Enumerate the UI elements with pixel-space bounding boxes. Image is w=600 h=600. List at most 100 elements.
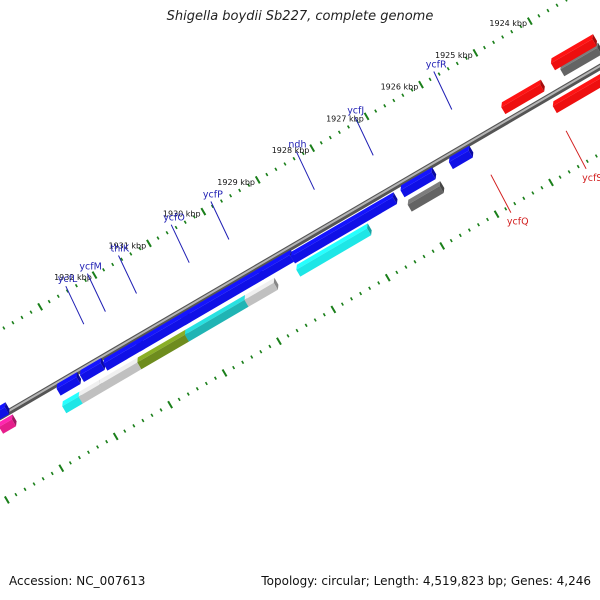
ruler-outer-tick: [83, 278, 87, 283]
gene-feature-side: [392, 192, 398, 204]
ruler-inner-tick: [340, 302, 344, 306]
ruler-inner-tick: [32, 482, 36, 486]
ruler-inner-tick: [513, 201, 517, 206]
ruler-inner-tick: [23, 487, 27, 492]
ruler-inner-tick: [276, 337, 282, 346]
ruler-outer-tick: [91, 271, 98, 280]
ruler-inner-tick: [384, 273, 391, 282]
ruler-outer-tick: [537, 14, 541, 18]
ruler-outer-tick: [29, 310, 33, 314]
ruler-inner-tick: [504, 207, 508, 211]
gene-feature-top: [181, 267, 261, 319]
gene-feature: [560, 47, 600, 77]
gene-feature-side: [273, 277, 279, 290]
scale-label: 1929 kbp: [217, 178, 255, 187]
gene-feature-side: [540, 79, 545, 92]
ruler-outer-tick: [174, 225, 178, 230]
gene-feature-top: [136, 309, 188, 345]
gene-feature-top: [0, 402, 6, 411]
gene-leader-line: [86, 273, 106, 312]
ruler-outer-tick: [183, 220, 187, 224]
ruler-inner-tick: [431, 249, 435, 254]
scale-label: 1925 kbp: [435, 51, 473, 60]
gene-feature-top: [407, 181, 441, 205]
ruler-outer-tick: [37, 302, 44, 311]
ruler-inner-tick: [241, 360, 245, 365]
ruler-outer-tick: [192, 215, 196, 219]
gene-label: ndh: [288, 140, 306, 151]
gene-feature: [99, 362, 142, 392]
ruler-outer-tick: [74, 283, 78, 288]
ruler-inner-tick: [167, 400, 174, 409]
ruler-inner-tick: [350, 297, 353, 301]
ruler-outer-tick: [301, 151, 305, 156]
gene-feature-top: [103, 337, 142, 364]
ruler-outer-tick: [346, 125, 350, 129]
ruler-inner-tick: [58, 464, 65, 473]
ruler-inner-tick: [404, 265, 408, 269]
ruler-inner-tick: [377, 281, 381, 285]
ruler-outer-tick: [229, 193, 233, 198]
scale-label: 1927 kbp: [326, 115, 364, 124]
ruler-outer-tick: [492, 40, 496, 45]
ruler-inner-tick: [159, 408, 163, 412]
ruler-inner-tick: [87, 450, 90, 455]
ruler-inner-tick: [585, 159, 589, 164]
ruler-outer-tick: [565, 0, 568, 2]
ruler-inner-tick: [413, 260, 417, 264]
gene-feature-side: [592, 34, 597, 46]
gene-feature-top: [550, 34, 593, 64]
ruler-inner-tick: [522, 196, 526, 201]
ruler-inner-tick: [50, 471, 54, 476]
gene-feature-top: [0, 414, 13, 427]
map-title: Shigella boydii Sb227, complete genome: [166, 9, 434, 24]
scale-label: 1932 kbp: [54, 273, 92, 282]
ruler-outer-tick: [2, 326, 6, 330]
ruler-outer-tick: [254, 175, 261, 184]
ruler-inner-tick: [177, 397, 181, 402]
gene-leader-line: [354, 117, 374, 156]
gene-feature: [291, 197, 397, 264]
gene-feature-top: [79, 358, 102, 376]
gene-feature: [296, 228, 372, 277]
ruler-outer-tick: [428, 77, 432, 82]
gene-label: ycfM: [79, 262, 101, 273]
gene-feature: [137, 334, 189, 370]
ruler-inner-tick: [422, 254, 426, 259]
ruler-outer-tick: [65, 289, 69, 293]
gene-label: ycfL: [58, 274, 78, 285]
gene-feature: [62, 396, 83, 414]
gene-leader-line: [490, 174, 512, 213]
ruler-inner-tick: [259, 349, 263, 354]
ruler-inner-tick: [295, 328, 299, 333]
ruler-inner-tick: [322, 312, 326, 317]
ruler-outer-tick: [56, 294, 60, 299]
gene-feature-top: [244, 277, 275, 300]
ruler-outer-tick: [328, 135, 332, 140]
ruler-inner-tick: [132, 424, 136, 428]
gene-feature-side: [76, 372, 82, 384]
gene-label: ycfQ: [507, 217, 529, 228]
ruler-inner-tick: [77, 455, 81, 460]
ruler-inner-tick: [531, 191, 535, 195]
ruler-inner-tick: [558, 175, 562, 179]
ruler-inner-tick: [540, 185, 544, 190]
ruler-inner-tick: [330, 305, 337, 314]
gene-feature: [400, 172, 436, 198]
ruler-inner-tick: [68, 461, 72, 465]
ruler-outer-tick: [11, 320, 15, 325]
ruler-inner-tick: [476, 222, 480, 227]
ruler-inner-tick: [493, 210, 500, 219]
gene-feature: [448, 150, 473, 170]
gene-feature: [0, 419, 16, 434]
ruler-inner-tick: [567, 170, 571, 174]
ruler-outer-tick: [363, 112, 370, 121]
gene-feature-side: [100, 358, 106, 370]
gene-feature-top: [448, 145, 470, 163]
ruler-outer-tick: [319, 141, 323, 145]
scale-label: 1924 kbp: [489, 19, 527, 28]
ruler-inner-tick: [221, 368, 228, 377]
ruler-outer-tick: [238, 188, 242, 193]
gene-feature-top: [137, 329, 186, 363]
